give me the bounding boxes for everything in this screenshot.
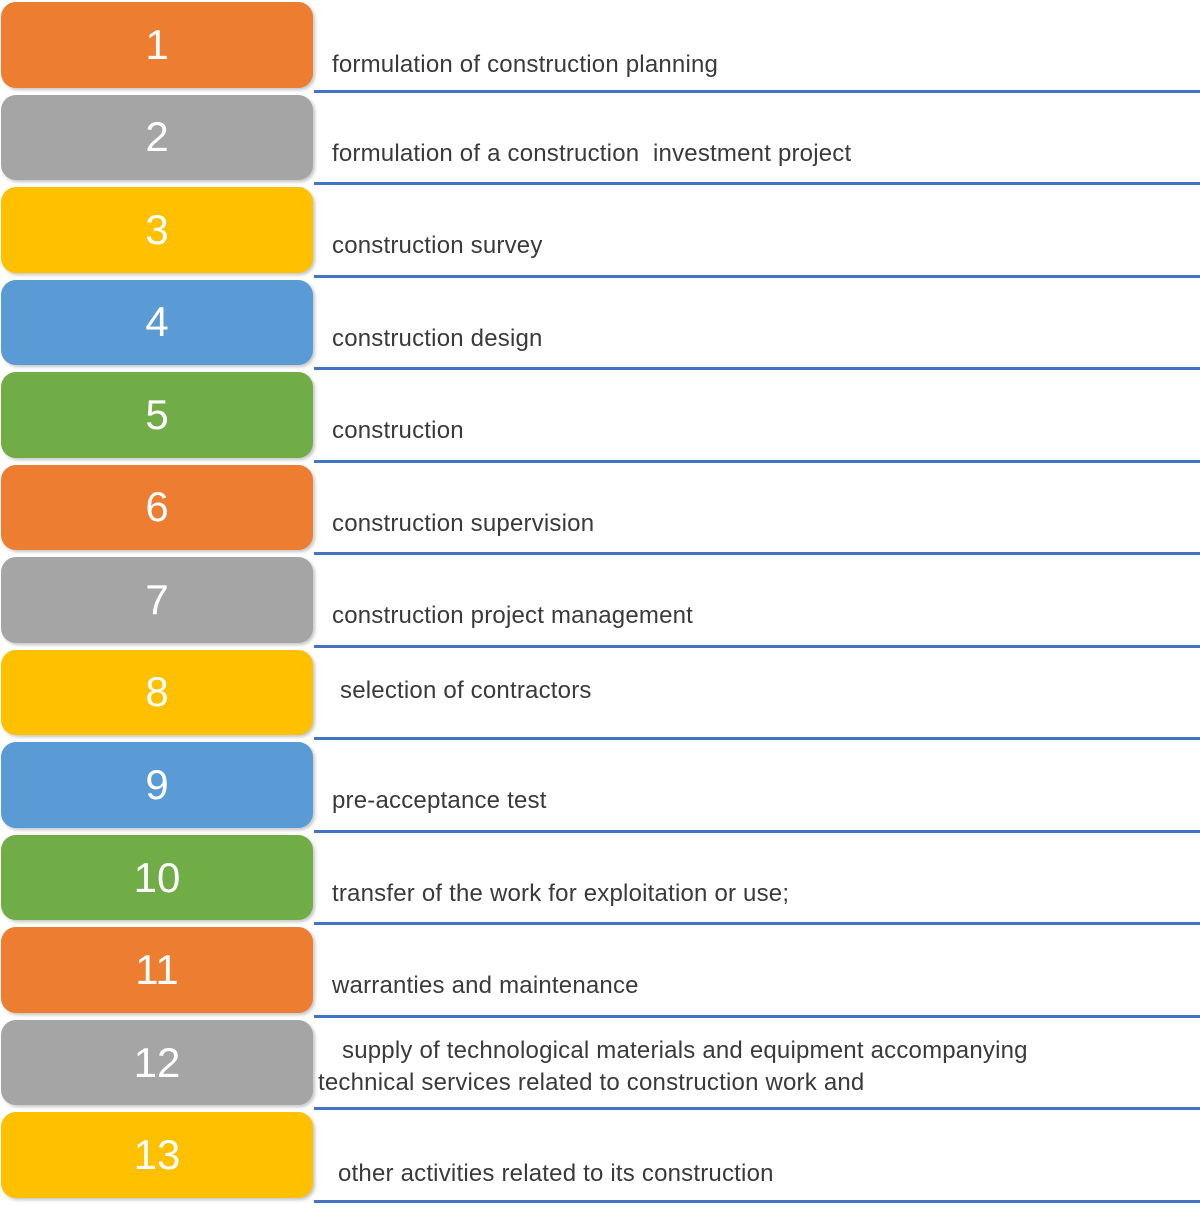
step-number-badge: 3 (1, 187, 313, 273)
step-label: transfer of the work for exploitation or… (332, 879, 790, 907)
step-number: 2 (145, 113, 169, 161)
step-label-cell: construction (314, 370, 1200, 463)
step-number-badge: 9 (1, 742, 313, 828)
step-badge-column: 10 (0, 833, 314, 926)
step-label: pre-acceptance test (332, 787, 547, 815)
step-number: 6 (145, 483, 169, 531)
step-badge-column: 7 (0, 555, 314, 648)
step-badge-column: 2 (0, 93, 314, 186)
step-badge-column: 8 (0, 648, 314, 741)
step-label: formulation of a construction investment… (332, 139, 852, 167)
step-number-badge: 1 (1, 2, 313, 88)
step-label-cell: construction design (314, 278, 1200, 371)
step-number-badge: 7 (1, 557, 313, 643)
process-step-row: 2 formulation of a construction investmen… (0, 93, 1200, 186)
step-label: warranties and maintenance (332, 972, 639, 1000)
step-label: construction project management (332, 602, 694, 630)
step-label: selection of contractors (340, 676, 592, 704)
step-label: construction supervision (332, 509, 595, 537)
step-badge-column: 11 (0, 925, 314, 1018)
process-step-row: 10 transfer of the work for exploitation … (0, 833, 1200, 926)
step-number: 11 (135, 946, 179, 994)
step-badge-column: 1 (0, 0, 314, 93)
step-number-badge: 5 (1, 372, 313, 458)
step-number-badge: 2 (1, 94, 313, 181)
step-number: 1 (145, 20, 169, 68)
step-label-cell: warranties and maintenance (314, 925, 1200, 1018)
step-label-cell: other activities related to its construc… (314, 1110, 1200, 1203)
process-step-row: 5 construction (0, 370, 1200, 463)
process-step-row: 11 warranties and maintenance (0, 925, 1200, 1018)
step-number: 12 (133, 1038, 181, 1086)
step-number-badge: 4 (1, 279, 313, 366)
step-number-badge: 11 (1, 927, 313, 1013)
step-label-cell: pre-acceptance test (314, 740, 1200, 833)
step-badge-column: 6 (0, 463, 314, 556)
step-label-cell: selection of contractors (314, 648, 1200, 741)
process-step-row: 4 construction design (0, 278, 1200, 371)
step-number: 4 (145, 298, 169, 346)
step-number-badge: 13 (1, 1112, 313, 1198)
step-number: 7 (145, 575, 169, 623)
step-label-cell: construction project management (314, 555, 1200, 648)
process-step-row: 13 other activities related to its constr… (0, 1110, 1200, 1203)
step-label-cell: transfer of the work for exploitation or… (314, 833, 1200, 926)
step-badge-column: 12 (0, 1018, 314, 1111)
step-number: 5 (145, 390, 169, 438)
step-label: construction design (332, 324, 543, 352)
step-number: 13 (133, 1131, 181, 1179)
process-step-row: 3 construction survey (0, 185, 1200, 278)
step-label-cell: formulation of construction planning (314, 0, 1200, 93)
step-number-badge: 12 (1, 1019, 313, 1106)
process-step-row: 6 construction supervision (0, 463, 1200, 556)
process-step-row: 9 pre-acceptance test (0, 740, 1200, 833)
step-label-cell: construction supervision (314, 463, 1200, 556)
step-label-cell: construction survey (314, 185, 1200, 278)
step-label: construction survey (332, 232, 543, 260)
step-badge-column: 13 (0, 1110, 314, 1203)
process-step-row: 1 formulation of construction planning (0, 0, 1200, 93)
step-number-badge: 8 (1, 649, 313, 736)
step-number: 9 (145, 761, 169, 809)
step-number: 10 (133, 853, 181, 901)
step-label: other activities related to its construc… (338, 1159, 774, 1187)
step-number-badge: 10 (1, 834, 313, 921)
process-step-row: 12 supply of technological materials and … (0, 1018, 1200, 1111)
step-number: 3 (145, 205, 169, 253)
step-label-cell: supply of technological materials and eq… (314, 1018, 1200, 1111)
process-step-row: 7 construction project management (0, 555, 1200, 648)
process-step-row: 8 selection of contractors (0, 648, 1200, 741)
step-badge-column: 9 (0, 740, 314, 833)
step-label: supply of technological materials and eq… (318, 1036, 1028, 1096)
step-badge-column: 4 (0, 278, 314, 371)
step-label: formulation of construction planning (332, 51, 719, 79)
step-badge-column: 5 (0, 370, 314, 463)
step-number: 8 (145, 668, 169, 716)
step-number-badge: 6 (1, 464, 313, 551)
step-label: construction (332, 417, 464, 445)
step-badge-column: 3 (0, 185, 314, 278)
step-label-cell: formulation of a construction investment… (314, 93, 1200, 186)
